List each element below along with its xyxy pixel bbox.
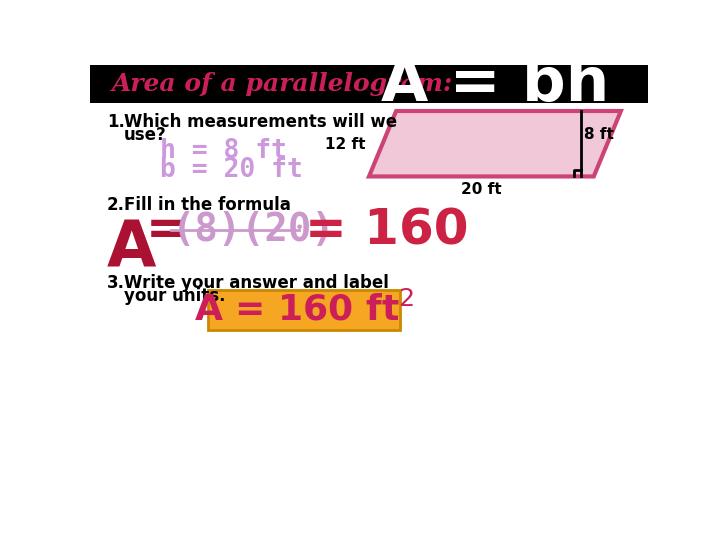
- Text: (8)(20): (8)(20): [171, 211, 335, 249]
- Text: 1.: 1.: [107, 112, 125, 131]
- Text: Fill in the formula: Fill in the formula: [124, 195, 291, 214]
- Text: 2.: 2.: [107, 195, 125, 214]
- Text: 8 ft: 8 ft: [585, 126, 614, 141]
- Text: = 160: = 160: [305, 206, 469, 254]
- Text: A = bh: A = bh: [381, 55, 609, 113]
- Text: A: A: [107, 219, 156, 281]
- Text: A = 160 ft$^2$: A = 160 ft$^2$: [194, 292, 414, 328]
- Text: 12 ft: 12 ft: [325, 137, 366, 152]
- Polygon shape: [369, 111, 621, 177]
- Text: your units.: your units.: [124, 287, 225, 305]
- Text: b = 20 ft: b = 20 ft: [160, 157, 302, 183]
- Text: use?: use?: [124, 126, 167, 144]
- Text: =: =: [145, 206, 187, 254]
- Text: Which measurements will we: Which measurements will we: [124, 112, 397, 131]
- Text: Write your answer and label: Write your answer and label: [124, 274, 389, 292]
- Text: Area of a parallelogram:: Area of a parallelogram:: [112, 72, 453, 96]
- FancyBboxPatch shape: [90, 65, 648, 103]
- Text: 20 ft: 20 ft: [461, 182, 502, 197]
- FancyBboxPatch shape: [208, 289, 400, 330]
- Text: h = 8 ft: h = 8 ft: [160, 138, 287, 164]
- Text: 3.: 3.: [107, 274, 125, 292]
